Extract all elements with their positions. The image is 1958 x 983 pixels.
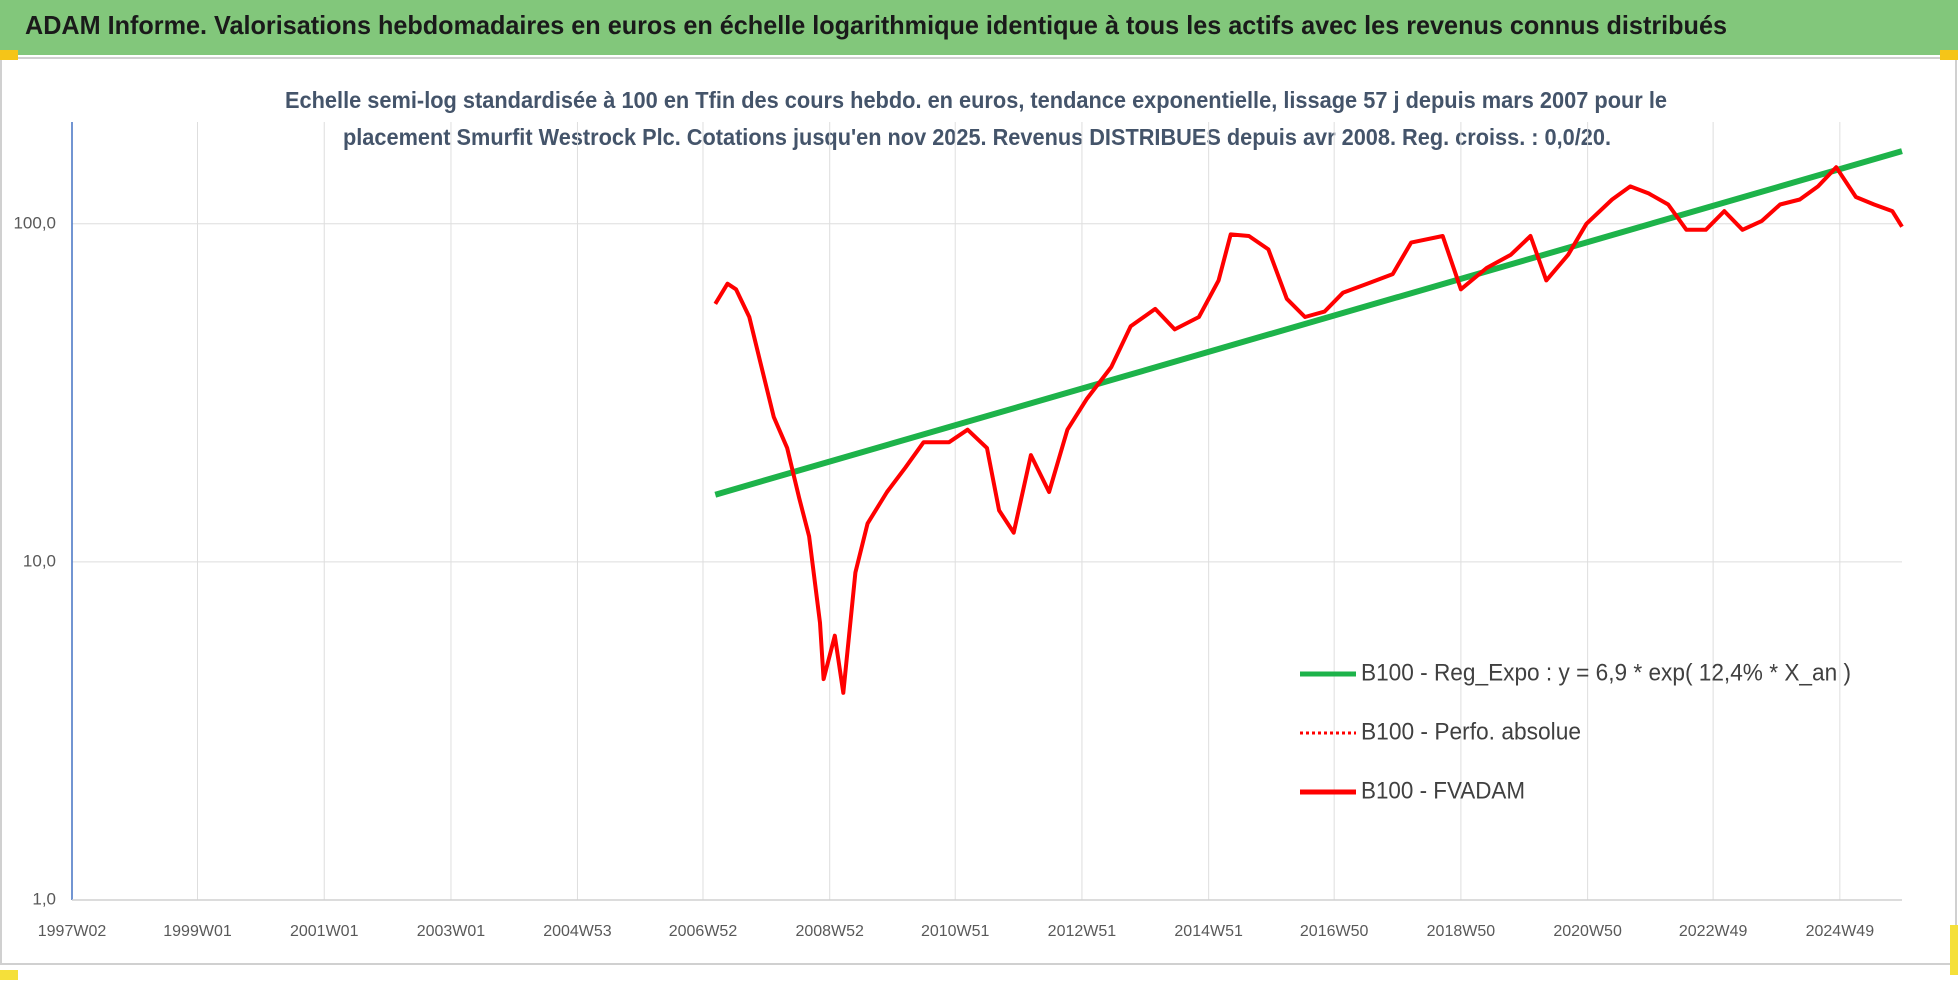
x-tick-label: 2020W50 xyxy=(1553,923,1622,940)
chart-subtitle: Echelle semi-log standardisée à 100 en T… xyxy=(285,87,1667,113)
y-tick-label: 10,0 xyxy=(23,551,56,570)
y-tick-label: 1,0 xyxy=(32,889,56,908)
x-tick-label: 2008W52 xyxy=(795,923,864,940)
corner-mark xyxy=(1950,925,1958,975)
legend-label: B100 - Perfo. absolue xyxy=(1361,718,1581,745)
x-tick-label: 2003W01 xyxy=(417,923,486,940)
legend-label: B100 - Reg_Expo : y = 6,9 * exp( 12,4% *… xyxy=(1361,659,1851,686)
x-tick-label: 2018W50 xyxy=(1427,923,1496,940)
x-tick-label: 2012W51 xyxy=(1048,923,1117,940)
chart-subtitle: placement Smurfit Westrock Plc. Cotation… xyxy=(343,124,1611,150)
corner-mark xyxy=(1940,50,1958,60)
chart-title: ADAM Informe. Valorisations hebdomadaire… xyxy=(25,10,1727,40)
chart-frame xyxy=(0,57,1957,965)
title-bar xyxy=(0,0,1958,55)
x-tick-label: 2010W51 xyxy=(921,923,990,940)
x-tick-label: 2004W53 xyxy=(543,923,612,940)
legend-label: B100 - FVADAM xyxy=(1361,777,1525,804)
x-tick-label: 2016W50 xyxy=(1300,923,1369,940)
x-tick-label: 2024W49 xyxy=(1806,923,1875,940)
series-line xyxy=(714,148,1903,498)
corner-mark xyxy=(0,50,18,60)
x-tick-label: 2001W01 xyxy=(290,923,359,940)
corner-mark xyxy=(0,970,18,980)
x-tick-label: 2014W51 xyxy=(1174,923,1243,940)
x-tick-label: 1997W02 xyxy=(38,923,107,940)
y-tick-label: 100,0 xyxy=(13,213,56,232)
x-tick-label: 2022W49 xyxy=(1679,923,1748,940)
series-line xyxy=(713,165,1904,695)
x-tick-label: 1999W01 xyxy=(163,923,232,940)
x-tick-label: 2006W52 xyxy=(669,923,738,940)
